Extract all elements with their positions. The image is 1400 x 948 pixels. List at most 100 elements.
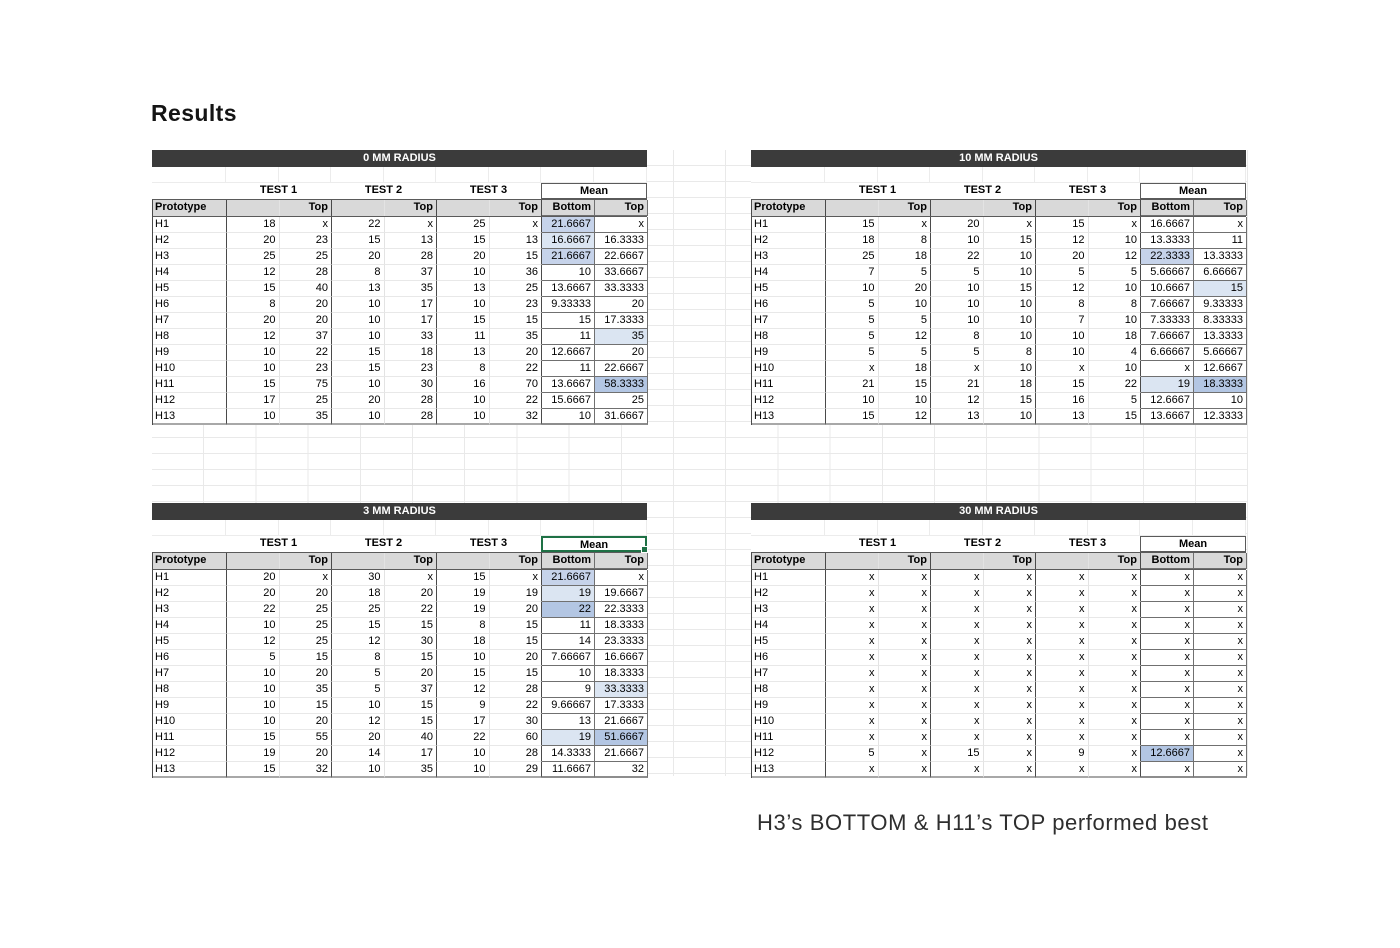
- value-cell: 15: [227, 762, 280, 778]
- column-header-prototype: Prototype: [153, 553, 227, 569]
- mean-cell: 6.66667: [1141, 345, 1194, 361]
- row-label: H8: [752, 682, 826, 698]
- value-cell: x: [931, 666, 984, 682]
- value-cell: 70: [489, 377, 542, 393]
- value-cell: 22: [931, 249, 984, 265]
- value-cell: 15: [227, 377, 280, 393]
- value-cell: 20: [332, 249, 385, 265]
- value-cell: 10: [332, 377, 385, 393]
- value-cell: 40: [279, 281, 332, 297]
- column-header-bottom: Bottom: [1141, 200, 1194, 216]
- value-cell: x: [1036, 570, 1089, 586]
- mean-cell: x: [1141, 762, 1194, 778]
- mean-cell: x: [1194, 762, 1247, 778]
- table-title-bar: 30 MM RADIUS: [751, 503, 1246, 520]
- value-cell: x: [1088, 714, 1141, 730]
- table-row: H8 x x x x x x x x: [751, 682, 1247, 698]
- value-cell: 10: [826, 393, 879, 409]
- value-cell: 5: [931, 345, 984, 361]
- value-cell: 8: [1036, 297, 1089, 313]
- mean-cell: 11: [1194, 233, 1247, 249]
- value-cell: 12: [1088, 249, 1141, 265]
- value-cell: 15: [437, 313, 490, 329]
- value-cell: 22: [489, 361, 542, 377]
- table-row: H2 20 23 15 13 15 13 16.6667 16.3333: [152, 233, 648, 249]
- value-cell: 22: [332, 217, 385, 233]
- row-label: H4: [752, 265, 826, 281]
- spacer-cell: [982, 167, 1035, 183]
- value-cell: 28: [384, 249, 437, 265]
- value-cell: 4: [1088, 345, 1141, 361]
- column-header-bottom: Bottom: [542, 200, 595, 216]
- mean-cell: x: [1194, 698, 1247, 714]
- value-cell: 10: [1088, 313, 1141, 329]
- row-label: H7: [752, 313, 826, 329]
- value-cell: 60: [489, 730, 542, 746]
- mean-cell: 7.33333: [1141, 313, 1194, 329]
- value-cell: 15: [931, 746, 984, 762]
- selected-mean-header-cell: Mean: [541, 536, 648, 553]
- value-cell: x: [1088, 762, 1141, 778]
- value-cell: x: [983, 586, 1036, 602]
- value-cell: 10: [437, 297, 490, 313]
- mean-cell: 7.66667: [1141, 329, 1194, 345]
- mean-cell: 12.6667: [1141, 393, 1194, 409]
- value-cell: 5: [878, 345, 931, 361]
- value-cell: 10: [826, 281, 879, 297]
- spacer-cell: [982, 520, 1035, 536]
- mean-cell: 22.3333: [595, 602, 648, 618]
- value-cell: 22: [489, 698, 542, 714]
- value-cell: 12: [878, 409, 931, 425]
- value-cell: x: [826, 762, 879, 778]
- header-cell: [332, 553, 385, 569]
- value-cell: 25: [826, 249, 879, 265]
- table-title-bar: 0 MM RADIUS: [152, 150, 647, 167]
- value-cell: x: [983, 217, 1036, 233]
- value-cell: x: [983, 602, 1036, 618]
- column-header-test: TEST 3: [1068, 184, 1107, 196]
- table-row: H7 10 20 5 20 15 15 10 18.3333: [152, 666, 648, 682]
- table-row: H12 19 20 14 17 10 28 14.3333 21.6667: [152, 746, 648, 762]
- value-cell: x: [826, 602, 879, 618]
- column-header-mean: Mean: [1140, 536, 1246, 552]
- value-cell: x: [384, 217, 437, 233]
- value-cell: x: [878, 746, 931, 762]
- mean-cell: 10.6667: [1141, 281, 1194, 297]
- value-cell: 20: [279, 297, 332, 313]
- value-cell: 16: [437, 377, 490, 393]
- mean-cell: 23.3333: [595, 634, 648, 650]
- spacer-row: [152, 520, 647, 536]
- spacer-cell: [436, 167, 489, 183]
- mean-cell: x: [1194, 746, 1247, 762]
- value-cell: 10: [1036, 329, 1089, 345]
- value-cell: x: [878, 634, 931, 650]
- mean-cell: 14.3333: [542, 746, 595, 762]
- value-cell: 30: [489, 714, 542, 730]
- value-cell: 17: [384, 746, 437, 762]
- column-header-row: Prototype Top Top Top Bottom Top: [152, 199, 648, 217]
- row-label: H4: [153, 265, 227, 281]
- spacer-cell: [541, 167, 594, 183]
- value-cell: 21: [931, 377, 984, 393]
- value-cell: 5: [931, 265, 984, 281]
- mean-cell: 9.33333: [542, 297, 595, 313]
- mean-cell: 11: [542, 361, 595, 377]
- value-cell: x: [1036, 650, 1089, 666]
- value-cell: 18: [826, 233, 879, 249]
- column-header-bottom: Bottom: [1141, 553, 1194, 569]
- value-cell: 10: [332, 329, 385, 345]
- value-cell: 10: [878, 393, 931, 409]
- mean-cell: 13.3333: [1194, 249, 1247, 265]
- mean-cell: 19: [542, 586, 595, 602]
- value-cell: x: [931, 602, 984, 618]
- selection-fill-handle: [641, 546, 648, 553]
- value-cell: x: [983, 650, 1036, 666]
- value-cell: x: [1088, 586, 1141, 602]
- mean-cell: 12.3333: [1194, 409, 1247, 425]
- spacer-cell: [930, 520, 983, 536]
- table-row: H6 8 20 10 17 10 23 9.33333 20: [152, 297, 648, 313]
- spacer-cell: [1035, 167, 1088, 183]
- value-cell: x: [1036, 730, 1089, 746]
- value-cell: 23: [279, 233, 332, 249]
- row-label: H13: [752, 409, 826, 425]
